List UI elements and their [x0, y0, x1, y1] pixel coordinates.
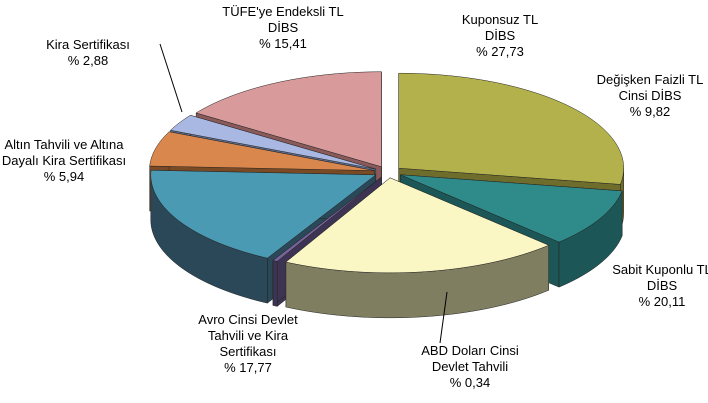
category-name: Altın Tahvili ve Altına Dayalı Kira Sert… — [1, 137, 127, 168]
slice — [169, 114, 376, 170]
slice-side — [272, 260, 278, 307]
value-label: % 0,34 — [449, 375, 491, 390]
slice — [400, 174, 623, 243]
value-label: % 9,82 — [629, 104, 671, 119]
value-label: % 20,11 — [638, 294, 686, 309]
value-label: % 15,41 — [259, 36, 307, 51]
slice — [398, 72, 624, 185]
slice — [272, 177, 382, 262]
slice-label: Kuponsuz TL DİBS% 27,73 — [450, 12, 550, 60]
value-label: % 2,88 — [67, 53, 109, 68]
value-label: % 5,94 — [43, 169, 85, 184]
category-name: Sabit Kuponlu TL DİBS — [612, 262, 708, 293]
slice-label: Kira Sertifikası% 2,88 — [23, 37, 153, 69]
slice-label: ABD Doları Cinsi Devlet Tahvili% 0,34 — [405, 343, 535, 391]
slice-label: Avro Cinsi Devlet Tahvili ve Kira Sertif… — [183, 312, 313, 376]
slice-label: Sabit Kuponlu TL DİBS% 20,11 — [612, 262, 708, 310]
slice — [195, 71, 382, 168]
slice — [150, 170, 377, 259]
leader-line — [159, 43, 183, 113]
category-name: TÜFE'ye Endeksli TL DİBS — [222, 4, 344, 35]
category-name: ABD Doları Cinsi Devlet Tahvili — [421, 343, 519, 374]
slice-label: TÜFE'ye Endeksli TL DİBS% 15,41 — [221, 4, 346, 52]
slice-label: Değişken Faizli TL Cinsi DİBS% 9,82 — [595, 72, 705, 120]
category-name: Avro Cinsi Devlet Tahvili ve Kira Sertif… — [198, 312, 298, 359]
slice — [149, 131, 375, 171]
value-label: % 17,77 — [224, 360, 272, 375]
category-name: Kira Sertifikası — [46, 37, 130, 52]
leader-line — [439, 291, 448, 344]
slice — [285, 177, 550, 274]
value-label: % 27,73 — [476, 44, 524, 59]
category-name: Değişken Faizli TL Cinsi DİBS — [596, 72, 704, 103]
category-name: Kuponsuz TL DİBS — [461, 12, 539, 43]
slice-label: Altın Tahvili ve Altına Dayalı Kira Sert… — [0, 137, 128, 185]
